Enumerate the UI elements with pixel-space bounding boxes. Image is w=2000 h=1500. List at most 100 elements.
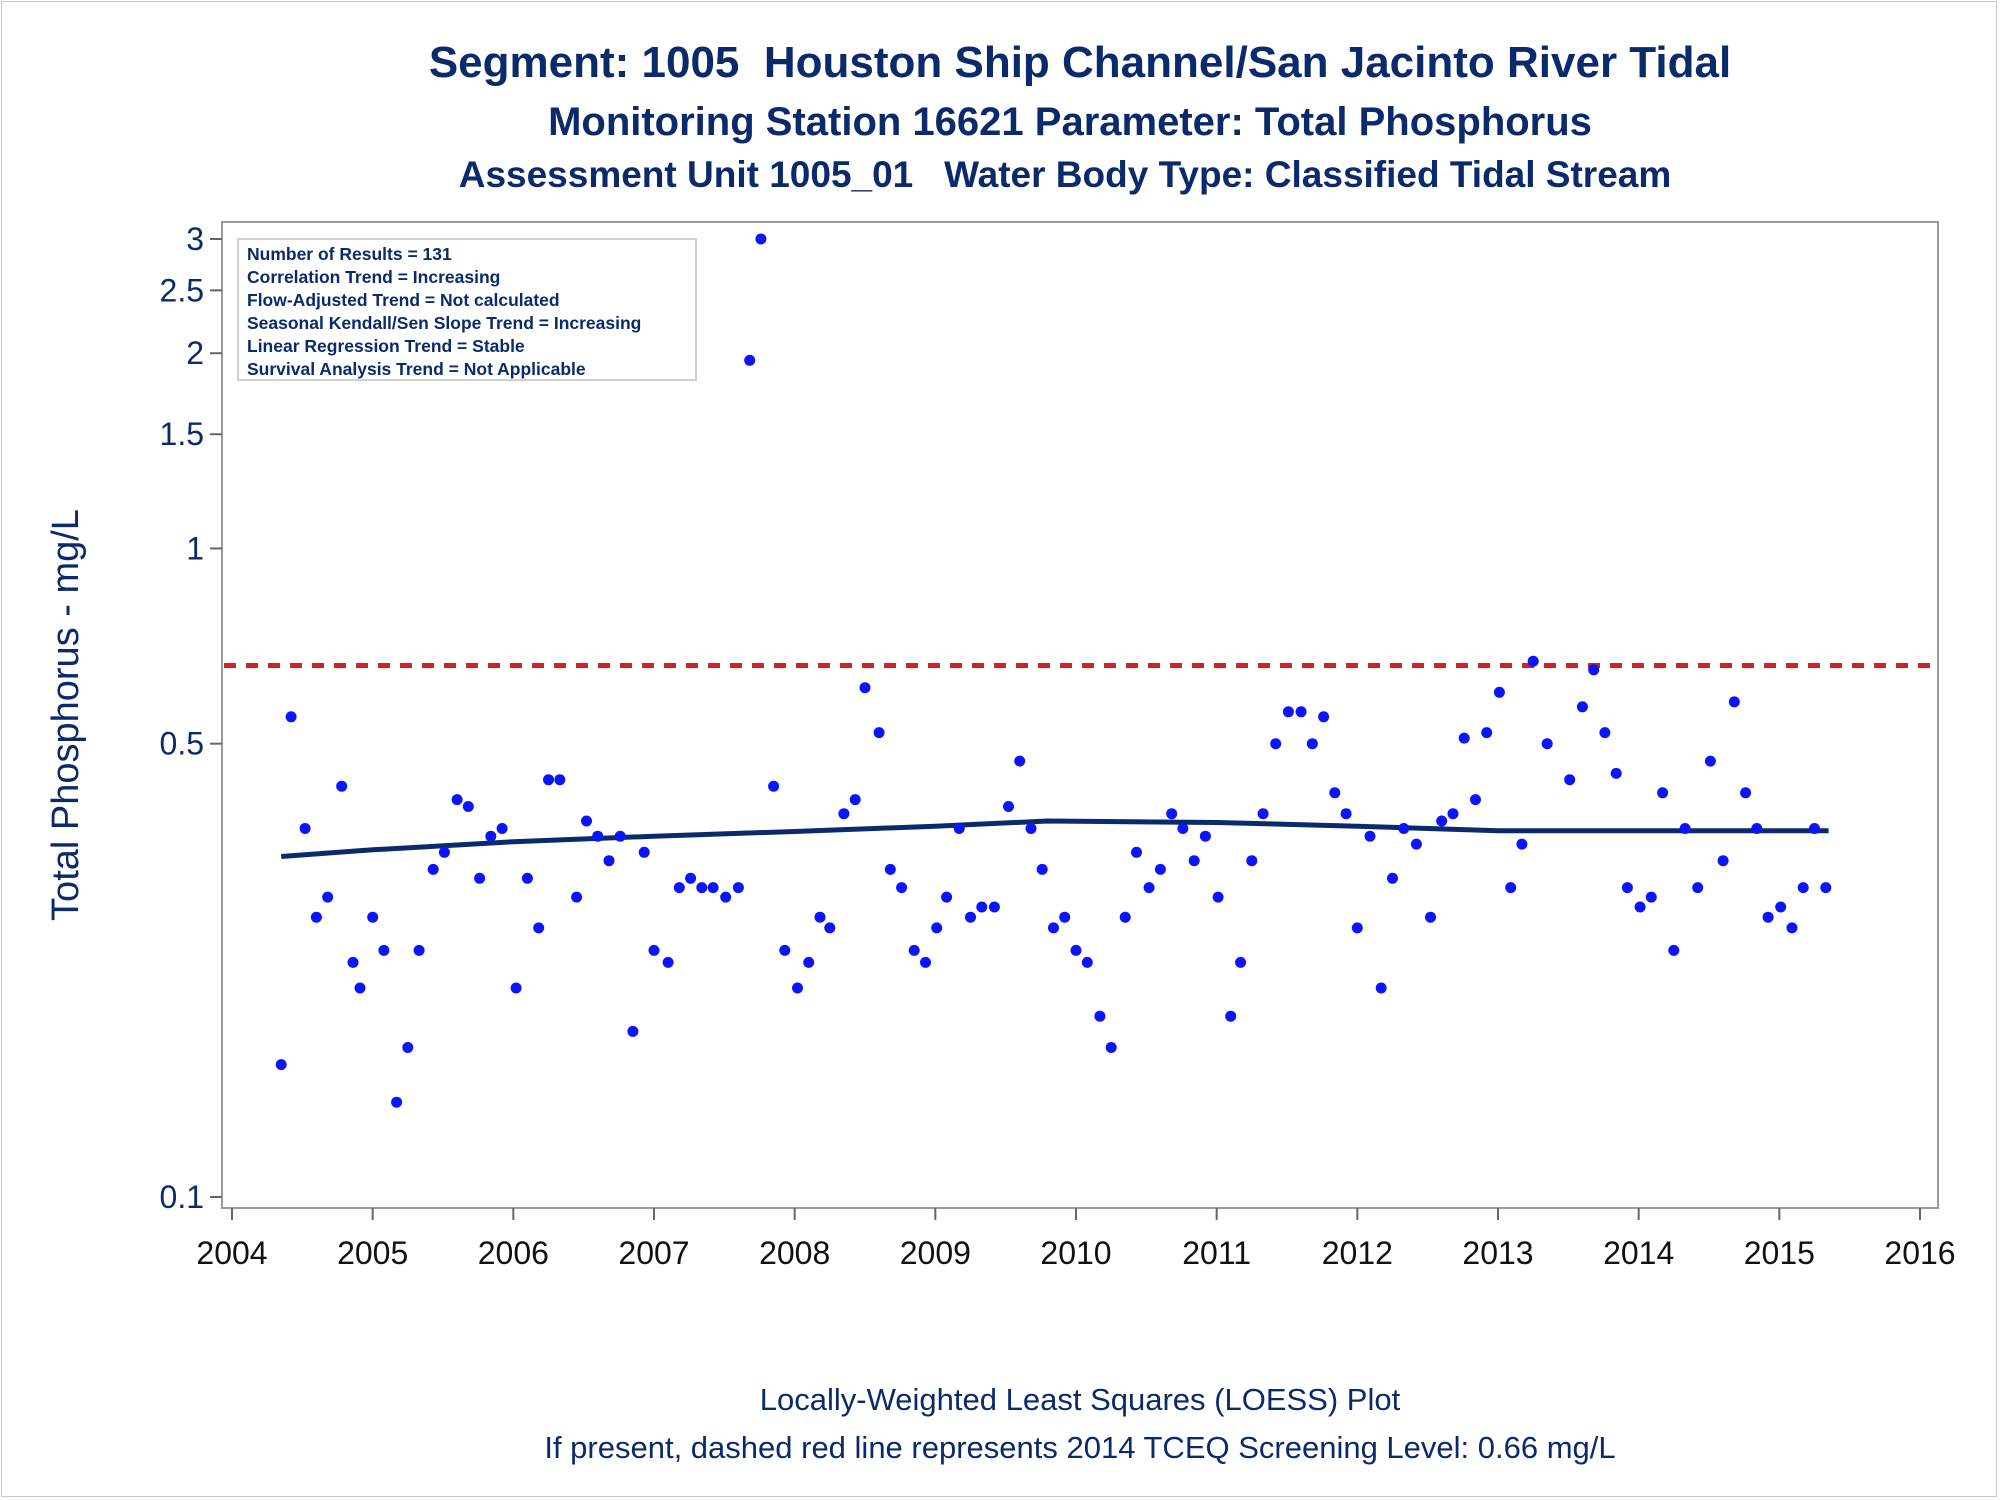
data-point	[965, 911, 976, 923]
data-point	[310, 911, 322, 923]
data-point	[285, 711, 297, 723]
chart-subtitle-2: Assessment Unit 1005_01 Water Body Type:…	[458, 154, 1672, 195]
data-point	[1679, 823, 1691, 834]
x-tick-label: 2012	[1322, 1235, 1393, 1271]
data-point	[427, 863, 439, 875]
stat-line-kendall: Seasonal Kendall/Sen Slope Trend = Incre…	[247, 313, 642, 333]
x-tick-label: 2007	[618, 1235, 689, 1271]
data-point	[896, 882, 908, 894]
data-point	[1621, 882, 1633, 894]
data-point	[1306, 738, 1318, 750]
data-point	[1225, 1010, 1237, 1022]
data-point	[1634, 901, 1646, 913]
data-point	[931, 922, 943, 934]
data-point	[1820, 882, 1832, 894]
data-point	[1257, 808, 1269, 820]
x-tick-label: 2009	[900, 1235, 971, 1271]
y-tick-label: 0.5	[160, 726, 204, 762]
data-point	[1014, 755, 1026, 767]
data-point	[1493, 686, 1505, 698]
data-point	[976, 901, 988, 913]
data-point	[367, 911, 379, 923]
y-tick-label: 0.1	[160, 1179, 204, 1215]
data-point	[592, 830, 604, 842]
data-point	[402, 1042, 414, 1053]
data-point	[1131, 846, 1142, 858]
y-tick-label: 2	[186, 335, 204, 371]
data-point	[1717, 855, 1729, 867]
x-tick-label: 2008	[759, 1235, 830, 1271]
x-tick-label: 2005	[337, 1235, 408, 1271]
data-point	[1295, 706, 1307, 718]
data-point	[603, 855, 615, 867]
data-point	[510, 982, 522, 994]
data-point	[1447, 808, 1459, 820]
data-point	[988, 901, 1000, 913]
data-point	[474, 872, 486, 884]
data-point	[873, 727, 885, 739]
data-point	[1516, 838, 1528, 850]
data-point	[581, 815, 592, 827]
data-point	[1599, 727, 1611, 739]
data-point	[1105, 1042, 1117, 1053]
data-point	[438, 846, 450, 858]
data-point	[521, 872, 533, 884]
data-point	[1564, 774, 1576, 786]
data-point	[1425, 911, 1436, 923]
data-point	[1199, 830, 1211, 842]
stat-line-correlation: Correlation Trend = Increasing	[247, 267, 501, 287]
data-point	[803, 956, 815, 968]
x-tick-label: 2016	[1884, 1235, 1955, 1271]
data-point	[571, 891, 583, 903]
data-point	[1166, 808, 1178, 820]
data-point	[1797, 882, 1809, 894]
data-point	[1786, 922, 1798, 934]
data-point	[1505, 882, 1517, 894]
data-point	[1809, 823, 1820, 834]
data-point	[614, 830, 626, 842]
data-point	[462, 801, 474, 812]
data-point	[413, 944, 425, 956]
data-point	[1318, 711, 1330, 723]
stat-line-regression: Linear Regression Trend = Stable	[247, 336, 525, 356]
data-point	[720, 891, 732, 903]
data-point	[1119, 911, 1131, 923]
data-point	[1003, 801, 1014, 812]
data-point	[299, 823, 311, 834]
data-point	[638, 846, 650, 858]
data-point	[1470, 794, 1481, 806]
data-point	[673, 882, 685, 894]
data-point	[648, 944, 660, 956]
data-point	[1270, 738, 1282, 750]
stat-line-survival: Survival Analysis Trend = Not Applicable	[247, 359, 586, 379]
data-point	[1751, 823, 1763, 834]
data-point	[1740, 787, 1752, 799]
data-point	[1246, 855, 1258, 867]
y-axis-label: Total Phosphorus - mg/L	[45, 509, 87, 921]
data-point	[485, 830, 497, 842]
y-tick-label: 1	[186, 530, 204, 566]
x-tick-label: 2011	[1182, 1235, 1251, 1271]
data-point	[533, 922, 545, 934]
data-point	[884, 863, 896, 875]
plot-area-border	[221, 221, 1939, 1209]
data-point	[1481, 727, 1493, 739]
data-point	[1070, 944, 1082, 956]
stat-line-results: Number of Results = 131	[247, 244, 452, 264]
data-point	[1410, 838, 1422, 850]
y-tick-label: 1.5	[160, 416, 204, 452]
data-point	[1398, 823, 1410, 834]
data-point	[1282, 706, 1294, 718]
x-tick-label: 2004	[196, 1235, 267, 1271]
data-point	[732, 882, 744, 894]
data-point	[859, 682, 871, 694]
data-point	[1387, 872, 1398, 884]
data-point	[744, 354, 756, 366]
data-point	[378, 944, 390, 956]
data-point	[1143, 882, 1155, 894]
data-point	[1436, 815, 1448, 827]
x-tick-label: 2006	[478, 1235, 549, 1271]
y-tick-label: 3	[186, 221, 204, 257]
data-point	[779, 944, 791, 956]
data-point	[1527, 655, 1539, 667]
